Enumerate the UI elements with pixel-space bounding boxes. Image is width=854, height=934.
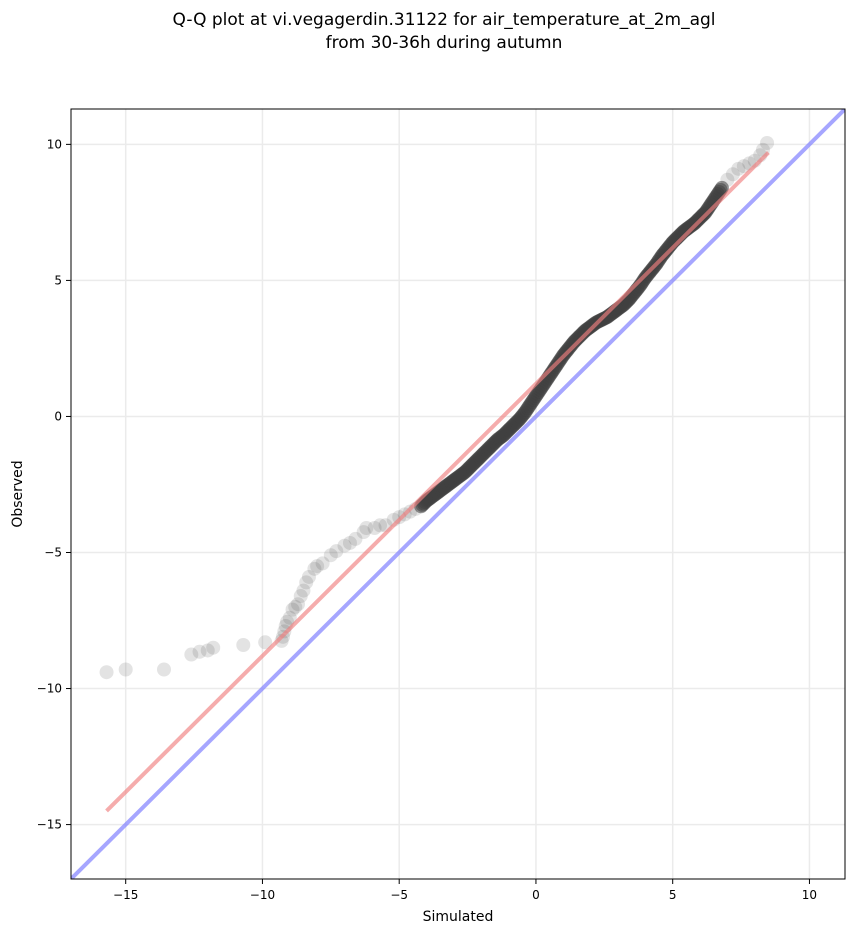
data-points [99,136,775,680]
y-tick-label-5: 10 [47,137,62,151]
y-tick-label-4: 5 [54,273,62,287]
data-point-tail-7 [236,638,251,653]
x-tick-label-2: −5 [390,888,408,902]
plot-data [71,109,845,879]
y-tick-label-0: −15 [37,818,62,832]
data-point-tail-0 [99,665,114,680]
data-point-tail-3 [184,647,199,662]
y-tick-label-1: −10 [37,682,62,696]
data-point-tail-18 [293,589,308,604]
data-point-tail-17 [291,597,306,612]
data-point-tail-42 [731,161,746,176]
chart-title-line-1: Q-Q plot at vi.vegagerdin.31122 for air_… [172,10,715,30]
chart-title-line-2: from 30-36h during autumn [326,33,563,53]
data-point-tail-20 [299,575,314,590]
data-point-tail-2 [156,662,171,677]
data-point-tail-24 [315,556,330,571]
x-axis-label: Simulated [423,909,494,925]
data-point-tail-30 [356,525,371,540]
y-tick-label-2: −5 [44,545,62,559]
grid [71,109,845,879]
fit-line [105,151,770,813]
data-point-tail-41 [725,167,740,182]
data-point-tail-33 [373,518,388,533]
data-point-tail-31 [359,521,374,536]
data-point-tail-32 [367,521,382,536]
plot-frame [70,108,846,880]
data-point-tail-1 [118,662,133,677]
y-tick-label-3: 0 [54,409,62,423]
y-axis-label: Observed [10,460,26,527]
x-axis-ticks: −15 −10 −5 0 5 10 [113,879,817,902]
x-tick-label-1: −10 [250,888,275,902]
data-point-55 [714,180,729,195]
data-point-tail-28 [342,535,357,550]
y-axis-ticks: −15 −10 −5 0 5 10 [37,137,71,832]
x-tick-label-4: 5 [669,888,677,902]
data-point-tail-29 [348,531,363,546]
data-point-tail-26 [329,544,344,559]
data-point-tail-27 [337,538,352,553]
data-point-tail-5 [200,643,215,658]
data-point-tail-16 [288,599,303,614]
identity-line [71,109,845,879]
data-point-tail-8 [258,635,273,650]
data-point-tail-48 [760,136,775,151]
data-point-tail-14 [282,610,297,625]
data-point-tail-6 [206,640,221,655]
data-point-tail-43 [736,159,751,174]
x-tick-label-3: 0 [532,888,540,902]
data-point-tail-4 [192,644,207,659]
data-point-tail-22 [307,561,322,576]
data-point-tail-15 [285,602,300,617]
data-point-tail-25 [323,548,338,563]
data-point-tail-23 [310,559,325,574]
data-point-tail-9 [274,633,289,648]
x-tick-label-0: −15 [113,888,138,902]
x-tick-label-5: 10 [802,888,817,902]
data-point-tail-21 [301,569,316,584]
data-point-tail-19 [296,583,311,598]
